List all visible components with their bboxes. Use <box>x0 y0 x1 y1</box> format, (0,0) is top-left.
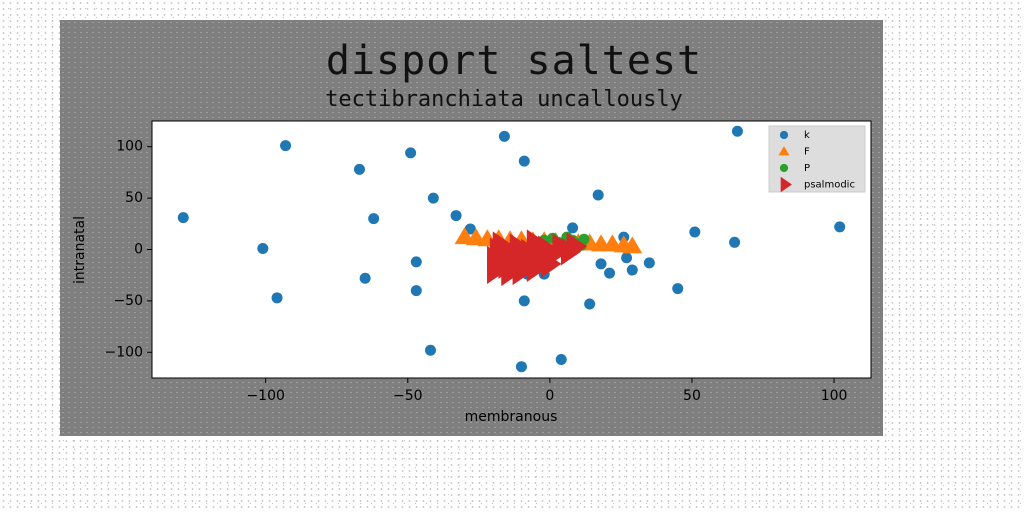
legend-label: F <box>804 147 810 158</box>
chart-subtitle: tectibranchiata uncallously <box>325 87 683 112</box>
y-tick-label: −50 <box>113 293 143 309</box>
x-tick-label: −50 <box>393 388 423 404</box>
x-tick-label: −100 <box>246 388 284 404</box>
data-points <box>177 125 846 373</box>
y-tick-label: −100 <box>105 344 143 360</box>
legend-marker <box>780 176 792 193</box>
data-point <box>567 222 579 234</box>
data-point <box>604 267 616 279</box>
y-axis-label: intranatal <box>72 216 88 284</box>
data-point <box>450 210 462 222</box>
x-axis-label: membranous <box>465 409 558 425</box>
data-point <box>427 192 439 204</box>
axis-ticks: −100 −50 0 50 100 −100 −50 0 50 100 <box>105 139 848 404</box>
data-point <box>368 213 380 225</box>
data-point <box>410 256 422 268</box>
legend-marker <box>778 146 790 156</box>
y-tick-label: 50 <box>125 190 143 206</box>
data-point <box>834 221 846 233</box>
data-point <box>492 231 514 260</box>
data-point <box>425 344 437 356</box>
data-point <box>509 233 531 262</box>
legend-marker <box>779 130 789 140</box>
series-psalmodic <box>487 229 588 287</box>
data-point <box>541 249 562 278</box>
chart-card: disport saltest tectibranchiata uncallou… <box>60 20 883 436</box>
data-point <box>515 361 527 373</box>
data-point <box>621 252 633 264</box>
data-point <box>626 264 638 276</box>
data-point <box>622 236 643 254</box>
legend-label: P <box>804 163 810 174</box>
data-point <box>501 258 522 287</box>
data-point <box>555 353 567 365</box>
x-tick-label: 0 <box>545 388 554 404</box>
y-tick-label: 100 <box>116 139 143 155</box>
data-point <box>566 232 588 261</box>
data-point <box>359 272 371 284</box>
data-point <box>518 295 530 307</box>
data-point <box>498 130 510 142</box>
legend-label: psalmodic <box>804 180 855 191</box>
data-point <box>729 236 741 248</box>
data-point <box>177 212 189 224</box>
data-point <box>464 223 476 235</box>
data-point <box>518 155 530 167</box>
data-point <box>731 125 743 137</box>
x-tick-label: 50 <box>683 388 701 404</box>
scatter-chart: disport saltest tectibranchiata uncallou… <box>72 38 872 425</box>
data-point <box>271 292 283 304</box>
data-point <box>672 283 684 295</box>
data-point <box>592 189 604 201</box>
chart-title: disport saltest <box>326 38 702 84</box>
data-point <box>643 257 655 269</box>
data-point <box>257 242 269 254</box>
data-point <box>410 285 422 297</box>
data-point <box>353 163 365 175</box>
data-point <box>526 254 548 283</box>
data-point <box>280 140 292 152</box>
legend-marker <box>779 163 789 173</box>
data-point <box>405 147 417 159</box>
data-point <box>526 229 548 258</box>
legend-label: k <box>804 130 810 141</box>
data-point <box>595 258 607 270</box>
data-point <box>584 298 596 310</box>
x-tick-label: 100 <box>821 388 848 404</box>
data-point <box>689 226 701 238</box>
y-tick-label: 0 <box>134 242 143 258</box>
